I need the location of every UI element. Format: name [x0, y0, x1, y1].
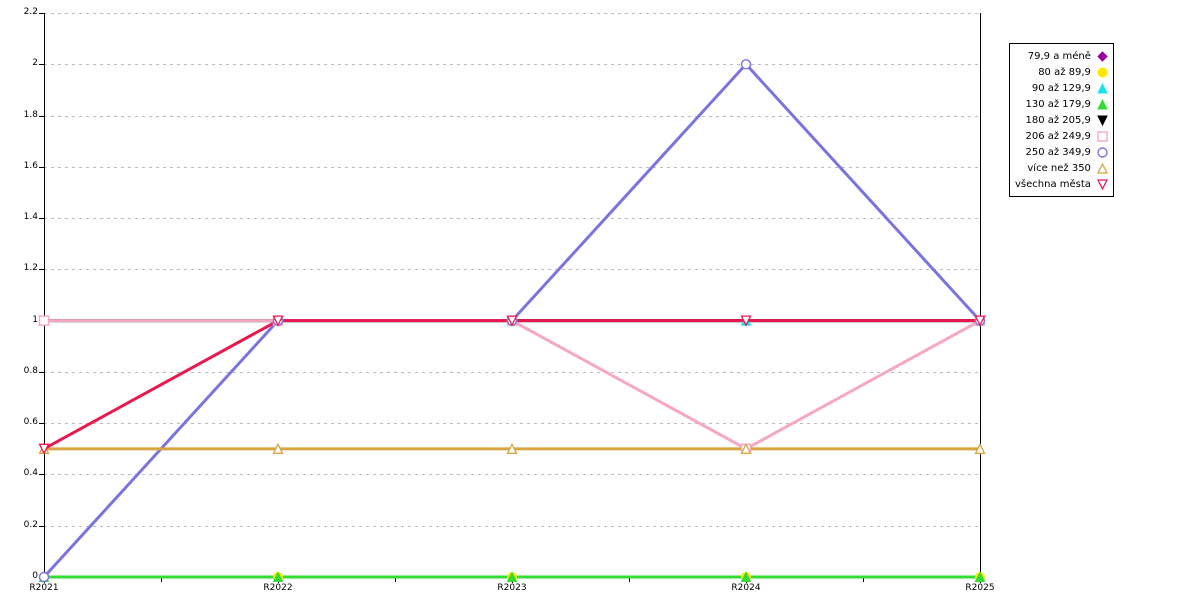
legend-triangle-up-icon — [1097, 82, 1108, 94]
legend-item[interactable]: všechna města — [1015, 176, 1108, 192]
plot-area — [38, 13, 986, 583]
legend-circle-filled-icon — [1097, 67, 1108, 78]
y-tick-label: 1 — [32, 314, 38, 325]
legend-item-label: 180 až 205,9 — [1025, 114, 1091, 126]
legend-item[interactable]: 180 až 205,9 — [1015, 112, 1108, 128]
legend-item-label: 79,9 a méně — [1027, 50, 1091, 62]
y-tick-label: 0 — [32, 571, 38, 581]
legend-item[interactable]: 90 až 129,9 — [1015, 80, 1108, 96]
legend-item[interactable]: více než 350 — [1015, 160, 1108, 176]
x-axis-labels: R2021 R2022 R2023 R2024 R2025 — [0, 583, 1200, 600]
legend-item-label: 80 až 89,9 — [1038, 66, 1091, 78]
series-5 — [44, 319, 981, 451]
legend-square-open-icon — [1097, 130, 1108, 142]
legend-item-label: 90 až 129,9 — [1031, 82, 1091, 94]
x-tick-label: R2025 — [965, 583, 995, 593]
markers-layer — [38, 59, 986, 583]
x-tick-label: R2022 — [263, 583, 293, 593]
legend-item[interactable]: 206 až 249,9 — [1015, 128, 1108, 144]
series-8 — [43, 319, 980, 451]
gridlines — [44, 13, 981, 578]
legend-diamond-icon — [1097, 50, 1108, 62]
y-tick-label: 1.2 — [23, 263, 38, 274]
legend-item-label: 130 až 179,9 — [1025, 98, 1091, 110]
legend-item-label: více než 350 — [1027, 162, 1091, 174]
legend-triangle-down-open-icon — [1096, 178, 1108, 190]
y-tick-label: 2 — [32, 58, 38, 69]
legend-item[interactable]: 130 až 179,9 — [1015, 96, 1108, 112]
chart-legend: 79,9 a méně 80 až 89,9 90 až 129,9 130 až 1… — [1009, 43, 1114, 197]
y-tick-label: 0.2 — [23, 519, 38, 530]
legend-item-label: všechna města — [1015, 178, 1091, 190]
x-tick-label: R2023 — [497, 583, 527, 593]
legend-item[interactable]: 250 až 349,9 — [1015, 144, 1108, 160]
axis-lines — [44, 13, 981, 578]
legend-triangle-up-icon — [1097, 98, 1108, 110]
y-axis-labels: 0 0.2 0.4 0.6 0.8 1 1.2 1.4 1.6 1.8 2 2.2 — [0, 0, 38, 600]
legend-item[interactable]: 80 až 89,9 — [1015, 64, 1108, 80]
plot-svg — [38, 13, 986, 583]
legend-triangle-down-icon — [1097, 115, 1108, 126]
y-tick-label: 1.4 — [23, 212, 38, 223]
y-tick-marks — [39, 13, 45, 578]
y-tick-label: 0.6 — [23, 417, 38, 428]
legend-item-label: 206 až 249,9 — [1025, 130, 1091, 142]
y-tick-label: 1.8 — [23, 109, 38, 120]
x-tick-label: R2021 — [29, 583, 59, 593]
y-tick-label: 2.2 — [23, 7, 38, 17]
legend-triangle-up-open-icon — [1096, 162, 1108, 174]
legend-item-label: 250 až 349,9 — [1025, 146, 1091, 158]
y-tick-label: 1.6 — [23, 160, 38, 171]
legend-circle-open-icon — [1097, 146, 1108, 158]
legend-item[interactable]: 79,9 a méně — [1015, 48, 1108, 64]
y-tick-label: 0.4 — [23, 468, 38, 479]
x-tick-label: R2024 — [731, 583, 761, 593]
y-tick-label: 0.8 — [23, 365, 38, 376]
